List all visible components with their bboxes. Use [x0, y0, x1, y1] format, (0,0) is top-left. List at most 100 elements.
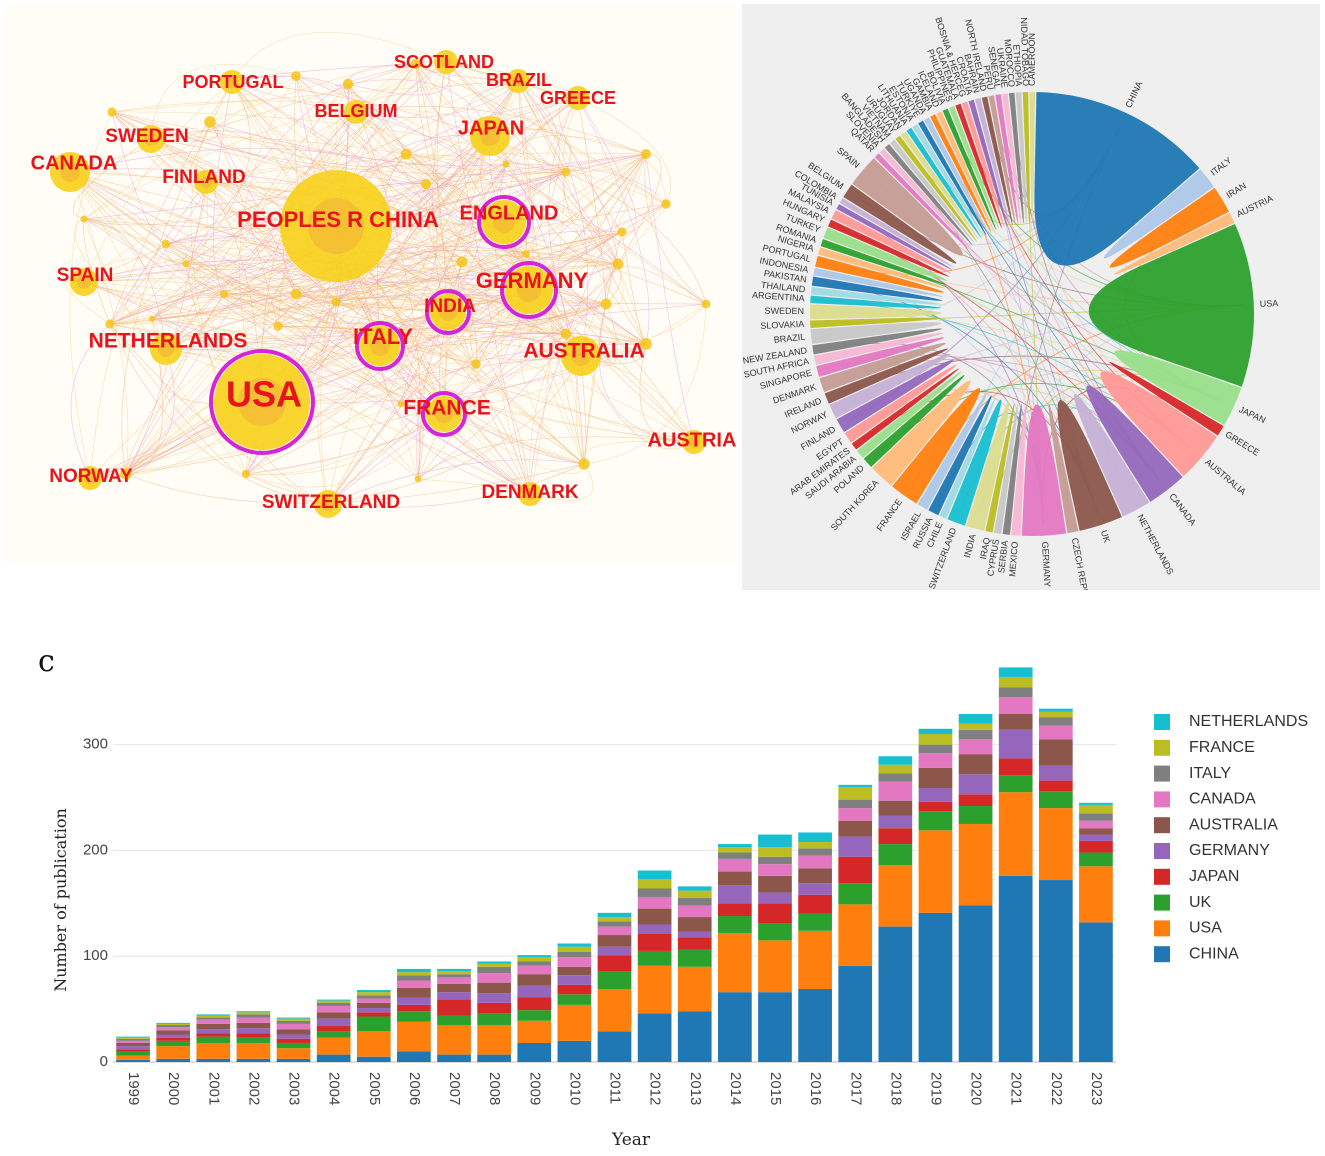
- chord-arc-japan: [1114, 350, 1242, 425]
- chord-arc-finland: [836, 359, 954, 433]
- chord-label-sweden: SWEDEN: [764, 306, 804, 316]
- node-label-italy: ITALY: [353, 324, 413, 349]
- node-usa-core: [238, 378, 286, 426]
- bar-usa-2001: [196, 1042, 231, 1059]
- bar-france-2016: [798, 841, 832, 849]
- chord-arc-austria: [1113, 212, 1235, 275]
- bar-australia-2015: [758, 875, 792, 893]
- node-india: [430, 294, 466, 330]
- chord-label-greece: GREECE: [1224, 429, 1262, 458]
- bar-france-2002: [236, 1012, 271, 1015]
- legend-label-germany: GERMANY: [1189, 842, 1270, 859]
- legend-swatch-france: [1154, 739, 1170, 756]
- bar-australia-2007: [437, 983, 471, 993]
- chord-arc-philippines: [948, 106, 1000, 230]
- network-link: [445, 61, 667, 205]
- bar-uk-2018: [878, 844, 913, 866]
- bar-france-2004: [316, 1000, 351, 1003]
- bar-japan-2018: [878, 828, 913, 845]
- bar-france-2006: [397, 972, 431, 976]
- chord-label-japan: JAPAN: [1237, 404, 1267, 425]
- network-link: [151, 61, 447, 320]
- network-link: [223, 231, 623, 295]
- bar-usa-2009: [517, 1020, 552, 1043]
- network-link: [165, 348, 419, 480]
- y-tick-label: 200: [83, 841, 108, 858]
- y-tick-label: 100: [83, 947, 108, 964]
- bar-italy-2003: [276, 1020, 311, 1024]
- chord-arc-qatar: [874, 153, 969, 249]
- bar-france-2015: [758, 847, 792, 857]
- chord-arc-thailand: [810, 286, 942, 305]
- network-minor-node: [80, 215, 88, 223]
- chord-arc-slovakia: [810, 317, 942, 328]
- bar-japan-2010: [557, 984, 592, 995]
- bar-australia-2003: [276, 1029, 311, 1035]
- network-minor-node: [410, 58, 422, 70]
- chord-arc-argentina: [810, 295, 942, 309]
- bar-germany-2023: [1079, 834, 1113, 841]
- node-england-ring: [477, 195, 531, 249]
- bar-canada-2004: [316, 1005, 351, 1013]
- network-link: [327, 303, 607, 505]
- bar-usa-2005: [356, 1031, 391, 1057]
- chord-arc-turkey: [823, 227, 948, 281]
- network-link: [505, 97, 579, 165]
- bar-canada-2014: [718, 858, 752, 872]
- chord-arc-uganda: [924, 117, 989, 234]
- bar-australia-1999: [116, 1042, 150, 1047]
- network-link: [327, 459, 585, 505]
- bar-canada-2017: [838, 808, 873, 821]
- bar-australia-2018: [878, 800, 913, 816]
- network-link: [505, 163, 619, 270]
- bar-netherlands-2000: [156, 1022, 191, 1024]
- x-tick-label: 2017: [847, 1072, 864, 1105]
- network-link: [347, 83, 478, 365]
- chord-arc-estonia: [912, 124, 984, 237]
- bar-canada-2007: [437, 977, 471, 984]
- bar-france-2022: [1038, 711, 1073, 718]
- bar-uk-2020: [958, 805, 993, 824]
- bar-usa-2002: [236, 1042, 271, 1059]
- network-link: [150, 64, 297, 140]
- node-denmark-core: [524, 488, 536, 500]
- bar-usa-2020: [958, 823, 993, 906]
- bar-france-2010: [557, 946, 592, 952]
- network-link: [151, 318, 585, 465]
- node-label-portugal: PORTUGAL: [183, 72, 284, 92]
- x-tick-label: 2018: [887, 1072, 904, 1105]
- chord-arc-bolivia: [942, 108, 997, 231]
- bar-uk-2003: [276, 1042, 311, 1049]
- bar-germany-2008: [477, 993, 511, 1003]
- network-minor-node: [522, 250, 530, 258]
- chord-arc-bosnia-herceg: [961, 101, 1005, 228]
- network-minor-node: [612, 258, 624, 270]
- x-tick-label: 2006: [406, 1072, 423, 1105]
- bar-japan-2021: [998, 758, 1033, 776]
- bar-italy-2001: [196, 1017, 231, 1020]
- bar-canada-2015: [758, 864, 792, 876]
- network-link: [83, 277, 647, 345]
- bar-germany-2020: [958, 774, 993, 795]
- network-link: [150, 121, 219, 142]
- legend-label-uk: UK: [1189, 894, 1212, 911]
- bar-australia-2020: [958, 754, 993, 775]
- bar-canada-2018: [878, 781, 913, 801]
- bar-australia-2013: [677, 917, 712, 932]
- node-label-scotland: SCOTLAND: [394, 52, 494, 72]
- node-label-india: INDIA: [424, 296, 476, 317]
- network-minor-node: [701, 299, 711, 309]
- network-link: [577, 97, 650, 345]
- bar-usa-2016: [798, 930, 832, 990]
- bar-italy-2012: [637, 888, 672, 897]
- network-link: [639, 343, 695, 443]
- x-tick-label: 2008: [486, 1072, 503, 1105]
- bar-usa-2008: [477, 1024, 511, 1055]
- node-italy-core: [370, 336, 390, 356]
- bar-usa-2006: [397, 1021, 431, 1052]
- bar-italy-2019: [918, 744, 953, 754]
- bar-canada-2005: [356, 998, 391, 1003]
- chord-arc-romania: [820, 239, 946, 285]
- bar-italy-2011: [597, 921, 632, 927]
